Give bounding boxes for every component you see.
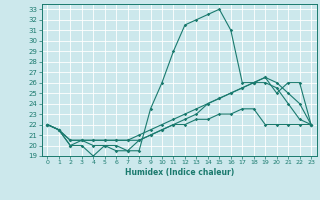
X-axis label: Humidex (Indice chaleur): Humidex (Indice chaleur) [124,168,234,177]
